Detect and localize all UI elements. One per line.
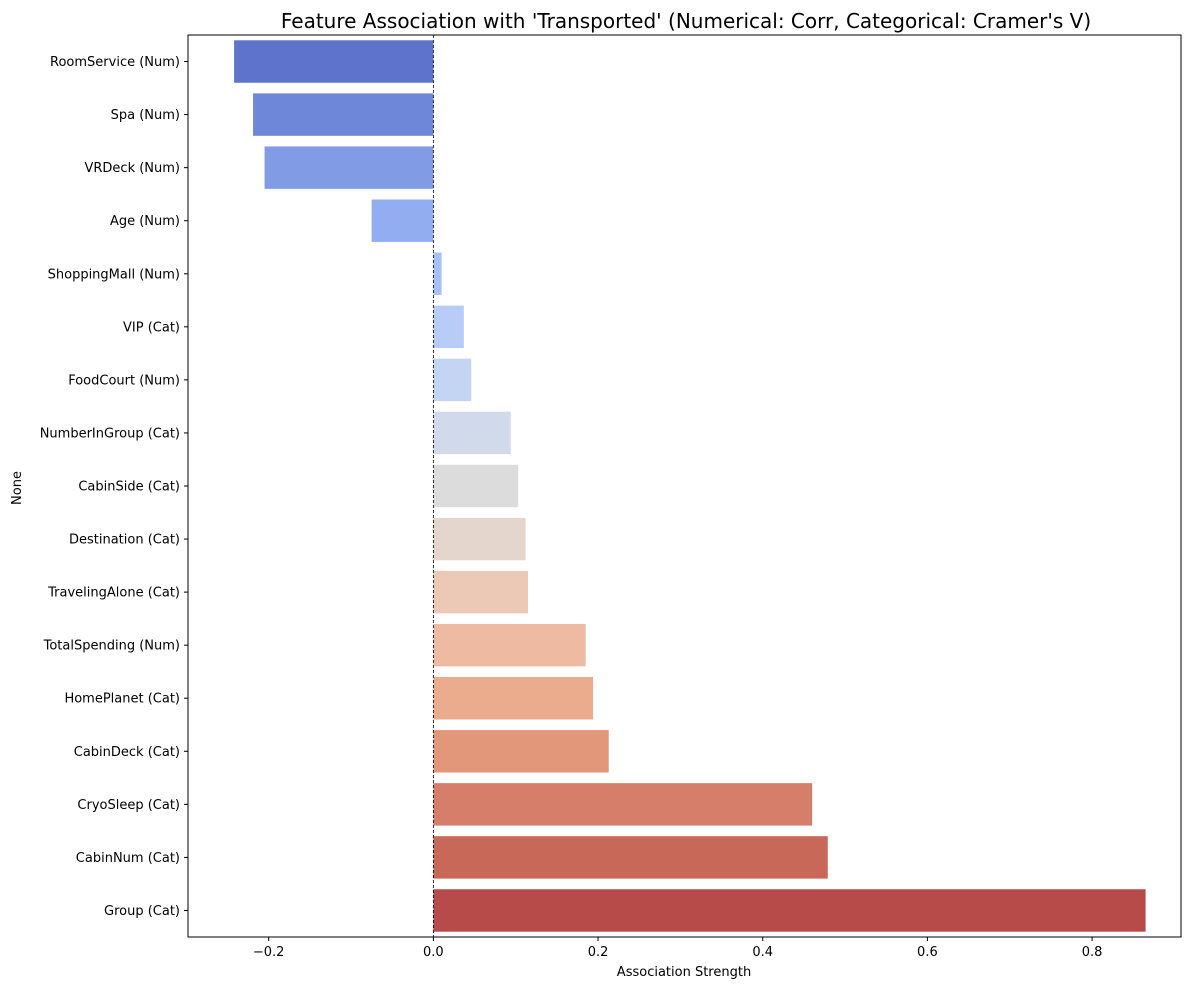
y-tick-label: CabinSide (Cat)	[78, 480, 180, 495]
y-tick-label: HomePlanet (Cat)	[64, 692, 180, 707]
bar-numberingroup-cat	[433, 411, 511, 455]
bar-cabinside-cat	[433, 464, 519, 508]
y-tick-label: CabinNum (Cat)	[76, 851, 180, 866]
y-tick-label: FoodCourt (Num)	[68, 373, 180, 388]
y-tick-label: ShoppingMall (Num)	[48, 267, 180, 282]
x-tick-label: 0.4	[752, 945, 773, 960]
y-tick-label: VRDeck (Num)	[84, 161, 180, 176]
y-tick-label: Spa (Num)	[111, 108, 180, 123]
bar-totalspending-num	[433, 623, 586, 667]
bar-travelingalone-cat	[433, 570, 529, 614]
x-tick-label: −0.2	[253, 945, 285, 960]
bar-group-cat	[433, 889, 1146, 932]
y-tick-label: VIP (Cat)	[123, 320, 180, 335]
bar-shoppingmall-num	[433, 252, 442, 295]
x-tick-label: 0.0	[423, 945, 444, 960]
x-axis: −0.2 0.0 0.2 0.4 0.6 0.8	[253, 937, 1103, 960]
bar-cryosleep-cat	[433, 783, 813, 826]
y-tick-label: CryoSleep (Cat)	[77, 798, 180, 813]
y-axis-label: None	[10, 471, 25, 505]
x-tick-label: 0.8	[1082, 945, 1103, 960]
bar-cabindeck-cat	[433, 730, 609, 773]
y-axis: RoomService (Num) Spa (Num) VRDeck (Num) Ag…	[40, 55, 188, 919]
bar-roomservice-num	[234, 40, 434, 83]
x-axis-label: Association Strength	[617, 965, 751, 980]
bar-age-num	[371, 199, 434, 242]
y-tick-label: CabinDeck (Cat)	[74, 745, 180, 760]
y-tick-label: Group (Cat)	[104, 904, 180, 919]
bar-spa-num	[253, 93, 434, 136]
bar-foodcourt-num	[433, 358, 472, 402]
bar-vrdeck-num	[264, 146, 434, 189]
bar-cabinnum-cat	[433, 836, 828, 879]
y-tick-label: Destination (Cat)	[69, 533, 180, 548]
y-tick-label: TravelingAlone (Cat)	[47, 586, 180, 601]
y-tick-label: NumberInGroup (Cat)	[40, 426, 180, 441]
y-tick-label: TotalSpending (Num)	[43, 639, 180, 654]
bars-group	[234, 40, 1146, 932]
y-tick-label: RoomService (Num)	[50, 55, 180, 70]
chart-title: Feature Association with 'Transported' (…	[281, 9, 1091, 33]
x-tick-label: 0.6	[917, 945, 938, 960]
bar-destination-cat	[433, 517, 526, 561]
bar-homeplanet-cat	[433, 677, 594, 720]
x-tick-label: 0.2	[588, 945, 609, 960]
y-tick-label: Age (Num)	[110, 214, 180, 229]
bar-vip-cat	[433, 305, 464, 349]
